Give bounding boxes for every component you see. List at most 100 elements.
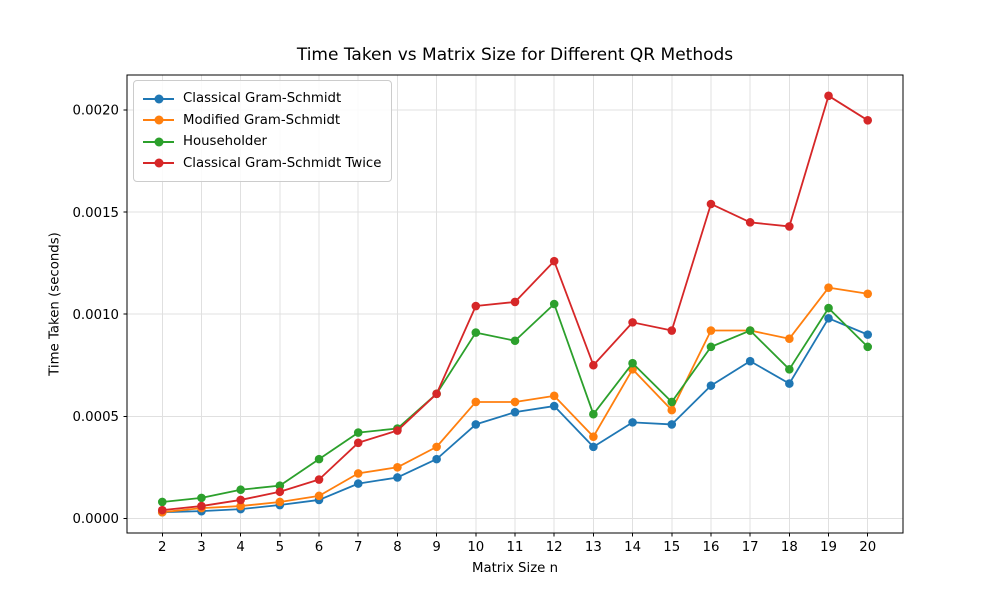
data-point-classical-gram-schmidt-n13 — [589, 442, 598, 452]
data-point-householder-n19 — [824, 303, 833, 313]
data-point-modified-gram-schmidt-n9 — [432, 442, 441, 452]
x-tick-label-19: 19 — [820, 540, 837, 555]
legend-item-classical-gram-schmidt: Classical Gram-Schmidt — [143, 88, 381, 110]
data-point-householder-n20 — [863, 342, 873, 352]
data-point-classical-gram-schmidt-n10 — [471, 420, 481, 429]
data-point-modified-gram-schmidt-n15 — [667, 405, 677, 415]
y-tick-label-0.0000: 0.0000 — [72, 512, 119, 527]
data-point-modified-gram-schmidt-n13 — [589, 432, 598, 441]
x-tick-label-18: 18 — [781, 540, 798, 555]
data-point-classical-gram-schmidt-n19 — [824, 313, 833, 323]
data-point-classical-gram-schmidt-n18 — [785, 379, 794, 388]
legend-line-marker-icon — [143, 92, 174, 106]
data-point-classical-gram-schmidt-twice-n19 — [824, 91, 833, 101]
data-point-modified-gram-schmidt-n12 — [549, 391, 559, 401]
data-point-modified-gram-schmidt-n7 — [353, 469, 363, 478]
chart-title: Time Taken vs Matrix Size for Different … — [296, 45, 734, 65]
legend-label: Classical Gram-Schmidt — [183, 91, 342, 107]
data-point-classical-gram-schmidt-twice-n2 — [157, 505, 167, 515]
data-point-classical-gram-schmidt-n17 — [745, 356, 755, 366]
data-point-classical-gram-schmidt-n11 — [510, 407, 520, 417]
x-tick-label-9: 9 — [432, 540, 440, 555]
y-tick-label-0.0015: 0.0015 — [72, 206, 119, 221]
data-point-classical-gram-schmidt-twice-n4 — [236, 495, 245, 505]
data-point-modified-gram-schmidt-n16 — [706, 326, 716, 335]
data-point-classical-gram-schmidt-twice-n18 — [785, 222, 794, 231]
y-tick-label-0.0020: 0.0020 — [72, 104, 119, 119]
data-point-householder-n11 — [510, 336, 520, 346]
data-point-classical-gram-schmidt-n7 — [353, 479, 363, 488]
x-tick-label-17: 17 — [742, 540, 759, 555]
data-point-classical-gram-schmidt-twice-n5 — [275, 487, 285, 497]
x-tick-label-16: 16 — [702, 540, 719, 555]
legend-label: Householder — [183, 134, 268, 150]
legend-line-marker-icon — [143, 113, 174, 127]
x-tick-label-11: 11 — [507, 540, 524, 555]
data-point-modified-gram-schmidt-n8 — [393, 462, 402, 472]
x-axis: 2 3 4 5 6 7 8 9 10 11 12 13 14 15 16 17 18 19 20 — [158, 533, 876, 555]
data-point-classical-gram-schmidt-n20 — [863, 330, 873, 339]
data-point-classical-gram-schmidt-twice-n13 — [589, 360, 598, 370]
data-point-modified-gram-schmidt-n19 — [824, 283, 833, 292]
data-point-modified-gram-schmidt-n18 — [785, 334, 794, 343]
legend-line-marker-icon — [143, 135, 174, 149]
legend-label: Modified Gram-Schmidt — [183, 112, 341, 128]
data-point-classical-gram-schmidt-twice-n16 — [706, 199, 716, 209]
data-point-classical-gram-schmidt-n12 — [549, 401, 559, 411]
data-point-classical-gram-schmidt-n15 — [667, 420, 677, 429]
data-point-classical-gram-schmidt-twice-n12 — [549, 256, 559, 266]
data-point-classical-gram-schmidt-twice-n14 — [628, 318, 637, 327]
x-tick-label-6: 6 — [315, 540, 323, 555]
x-tick-label-10: 10 — [467, 540, 484, 555]
x-tick-label-14: 14 — [624, 540, 641, 555]
data-point-householder-n14 — [628, 358, 637, 368]
legend: Classical Gram-Schmidt Modified Gram-Sch… — [133, 80, 393, 182]
data-point-modified-gram-schmidt-n10 — [471, 397, 481, 407]
data-point-modified-gram-schmidt-n4 — [236, 501, 245, 511]
data-point-householder-n15 — [667, 397, 677, 407]
data-point-householder-n18 — [785, 365, 794, 374]
data-point-classical-gram-schmidt-twice-n8 — [393, 426, 402, 435]
data-point-householder-n10 — [471, 328, 481, 337]
legend-item-modified-gram-schmidt: Modified Gram-Schmidt — [143, 110, 381, 132]
x-axis-label: Matrix Size n — [471, 561, 559, 576]
x-tick-label-12: 12 — [546, 540, 563, 555]
series-classical-gram-schmidt-twice — [157, 91, 873, 515]
data-point-classical-gram-schmidt-n9 — [432, 454, 441, 464]
data-point-householder-n3 — [197, 493, 206, 503]
data-point-householder-n6 — [314, 454, 324, 464]
data-point-classical-gram-schmidt-twice-n6 — [314, 475, 324, 484]
x-tick-label-15: 15 — [663, 540, 680, 555]
data-point-classical-gram-schmidt-twice-n20 — [863, 116, 873, 125]
legend-item-classical-gram-schmidt-twice: Classical Gram-Schmidt Twice — [143, 153, 381, 175]
data-point-classical-gram-schmidt-twice-n3 — [197, 501, 206, 511]
legend-item-householder: Householder — [143, 131, 381, 153]
data-point-classical-gram-schmidt-n8 — [393, 473, 402, 482]
data-point-householder-n17 — [745, 326, 755, 335]
x-tick-label-13: 13 — [585, 540, 602, 555]
y-axis: 0.0000 0.0005 0.0010 0.0015 0.0020 — [72, 104, 127, 527]
data-point-householder-n7 — [353, 428, 363, 437]
legend-label: Classical Gram-Schmidt Twice — [183, 155, 382, 171]
data-point-classical-gram-schmidt-twice-n15 — [667, 326, 677, 335]
legend-line-marker-icon — [143, 156, 174, 170]
data-point-modified-gram-schmidt-n6 — [314, 491, 324, 501]
data-point-householder-n4 — [236, 485, 245, 495]
data-point-classical-gram-schmidt-twice-n9 — [432, 389, 441, 399]
x-tick-label-4: 4 — [236, 540, 244, 555]
data-point-householder-n16 — [706, 342, 716, 352]
data-point-classical-gram-schmidt-twice-n11 — [510, 297, 520, 307]
data-point-modified-gram-schmidt-n20 — [863, 289, 873, 299]
data-point-modified-gram-schmidt-n5 — [275, 497, 285, 507]
y-tick-label-0.0005: 0.0005 — [72, 410, 119, 425]
data-point-classical-gram-schmidt-twice-n17 — [745, 218, 755, 227]
data-point-modified-gram-schmidt-n11 — [510, 397, 520, 407]
data-point-householder-n12 — [549, 299, 559, 309]
data-point-householder-n13 — [589, 409, 598, 419]
data-point-classical-gram-schmidt-twice-n10 — [471, 301, 481, 311]
y-tick-label-0.0010: 0.0010 — [72, 308, 119, 323]
data-point-householder-n5 — [275, 481, 285, 490]
x-tick-label-3: 3 — [197, 540, 205, 555]
data-point-householder-n2 — [157, 497, 167, 507]
